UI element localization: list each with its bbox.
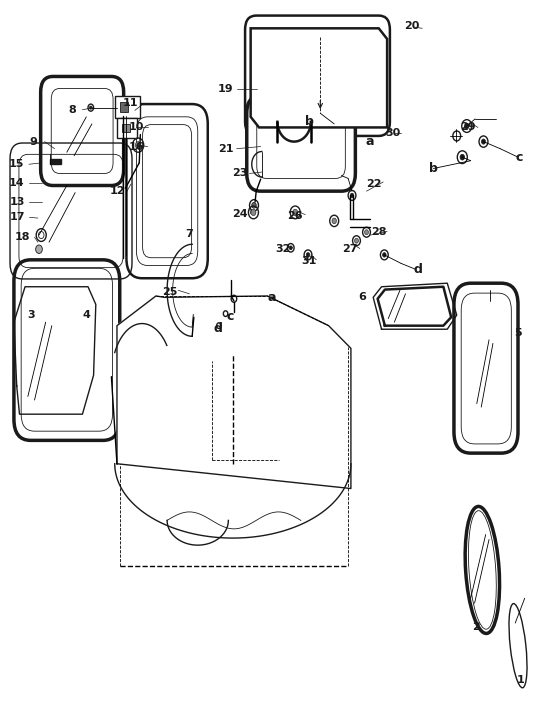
Text: 20: 20	[404, 21, 420, 31]
FancyBboxPatch shape	[267, 45, 343, 64]
Text: d: d	[413, 263, 422, 275]
Polygon shape	[117, 296, 351, 489]
Circle shape	[332, 218, 336, 224]
Text: 2: 2	[472, 622, 480, 632]
Text: 23: 23	[232, 169, 247, 178]
FancyBboxPatch shape	[261, 31, 332, 50]
Text: b: b	[429, 162, 438, 175]
Text: 3: 3	[27, 310, 35, 320]
FancyBboxPatch shape	[247, 96, 355, 191]
Text: 32: 32	[275, 244, 291, 254]
Text: 29: 29	[460, 122, 476, 132]
Circle shape	[383, 253, 386, 257]
Text: 1: 1	[517, 675, 525, 685]
Text: 11: 11	[123, 98, 139, 108]
Circle shape	[293, 210, 298, 215]
Circle shape	[460, 154, 465, 160]
Text: 14: 14	[9, 178, 25, 188]
Text: 22: 22	[367, 179, 382, 189]
Text: 5: 5	[514, 328, 522, 338]
Text: c: c	[226, 310, 234, 323]
FancyBboxPatch shape	[281, 75, 368, 93]
Text: 25: 25	[162, 287, 178, 297]
Text: c: c	[515, 151, 523, 164]
Circle shape	[306, 253, 310, 257]
Text: 8: 8	[69, 105, 76, 115]
Text: 28: 28	[371, 227, 387, 237]
Text: 24: 24	[232, 209, 247, 219]
Polygon shape	[251, 28, 387, 127]
FancyBboxPatch shape	[122, 124, 130, 132]
Text: 15: 15	[9, 159, 25, 169]
Text: 9: 9	[30, 137, 37, 147]
Text: a: a	[267, 291, 276, 304]
Bar	[50, 159, 61, 164]
Circle shape	[350, 193, 354, 198]
Circle shape	[90, 106, 92, 109]
Text: 7: 7	[185, 229, 193, 239]
Text: 4: 4	[82, 310, 90, 320]
Circle shape	[365, 229, 369, 235]
Circle shape	[355, 238, 359, 244]
Polygon shape	[14, 287, 96, 414]
Text: 16: 16	[129, 142, 144, 152]
Circle shape	[465, 123, 469, 129]
Text: 13: 13	[10, 197, 26, 207]
FancyBboxPatch shape	[117, 118, 137, 138]
Text: d: d	[214, 322, 223, 335]
Text: b: b	[305, 115, 314, 128]
Text: 12: 12	[109, 186, 125, 196]
Text: 10: 10	[129, 122, 144, 132]
Text: 18: 18	[14, 232, 30, 242]
Circle shape	[135, 142, 141, 149]
Circle shape	[36, 245, 42, 253]
FancyBboxPatch shape	[115, 96, 140, 118]
Circle shape	[38, 232, 44, 239]
Circle shape	[289, 246, 292, 250]
Text: 17: 17	[10, 212, 26, 222]
Polygon shape	[251, 28, 387, 127]
Circle shape	[319, 35, 322, 39]
Circle shape	[481, 139, 486, 144]
Circle shape	[252, 202, 256, 208]
Text: 21: 21	[218, 144, 233, 154]
Text: 6: 6	[358, 292, 366, 302]
Circle shape	[251, 210, 256, 215]
Text: a: a	[365, 135, 374, 148]
Text: 30: 30	[385, 128, 400, 138]
FancyBboxPatch shape	[275, 61, 357, 79]
Text: 31: 31	[301, 256, 317, 266]
Text: 26: 26	[287, 211, 303, 221]
FancyBboxPatch shape	[120, 102, 128, 112]
Text: 27: 27	[342, 244, 358, 254]
Polygon shape	[373, 283, 457, 329]
Text: 19: 19	[218, 84, 233, 93]
